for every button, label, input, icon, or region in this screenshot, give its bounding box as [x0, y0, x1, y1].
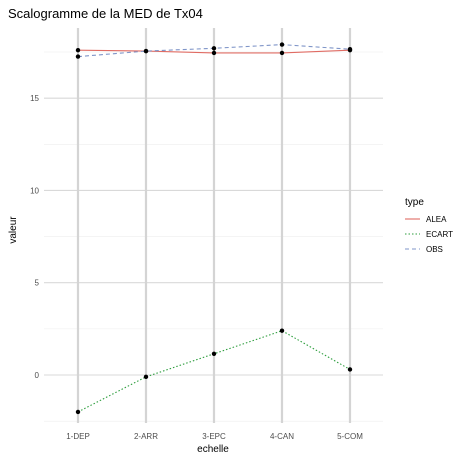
- data-point-ecart: [347, 367, 353, 372]
- grid: [44, 28, 383, 423]
- legend-label: OBS: [426, 245, 443, 254]
- x-tick-label: 4-CAN: [270, 432, 294, 441]
- data-point-obs: [143, 48, 149, 54]
- data-point-ecart: [211, 351, 217, 356]
- series-layer: [75, 42, 353, 415]
- x-tick-label: 3-EPC: [202, 432, 226, 441]
- y-tick-label: 5: [35, 279, 40, 288]
- data-point-ecart: [143, 374, 149, 380]
- legend-label: ALEA: [426, 215, 447, 224]
- data-point-ecart: [279, 328, 285, 333]
- x-axis-title: echelle: [197, 444, 229, 455]
- data-point-obs: [347, 47, 353, 52]
- y-tick-label: 0: [35, 371, 40, 380]
- y-tick-labels: 0 5 10 15: [30, 94, 39, 380]
- legend-title: type: [405, 197, 424, 208]
- y-axis-title: valeur: [8, 216, 19, 244]
- data-point-ecart: [75, 409, 81, 415]
- data-point-obs: [75, 54, 81, 59]
- x-tick-label: 5-COM: [337, 432, 363, 441]
- data-point-obs: [211, 46, 217, 51]
- data-point-obs: [279, 42, 285, 47]
- chart-title: Scalogramme de la MED de Tx04: [8, 6, 203, 21]
- legend-label: ECART: [426, 230, 453, 239]
- x-tick-label: 2-ARR: [134, 432, 158, 441]
- data-point-alea: [279, 50, 285, 56]
- y-tick-label: 15: [30, 94, 39, 103]
- data-point-alea: [211, 50, 217, 56]
- x-tick-label: 1-DEP: [66, 432, 90, 441]
- x-tick-labels: 1-DEP 2-ARR 3-EPC 4-CAN 5-COM: [66, 432, 363, 441]
- legend: type ALEA ECART OBS: [405, 197, 453, 254]
- data-point-alea: [75, 47, 81, 53]
- y-tick-label: 10: [30, 186, 39, 195]
